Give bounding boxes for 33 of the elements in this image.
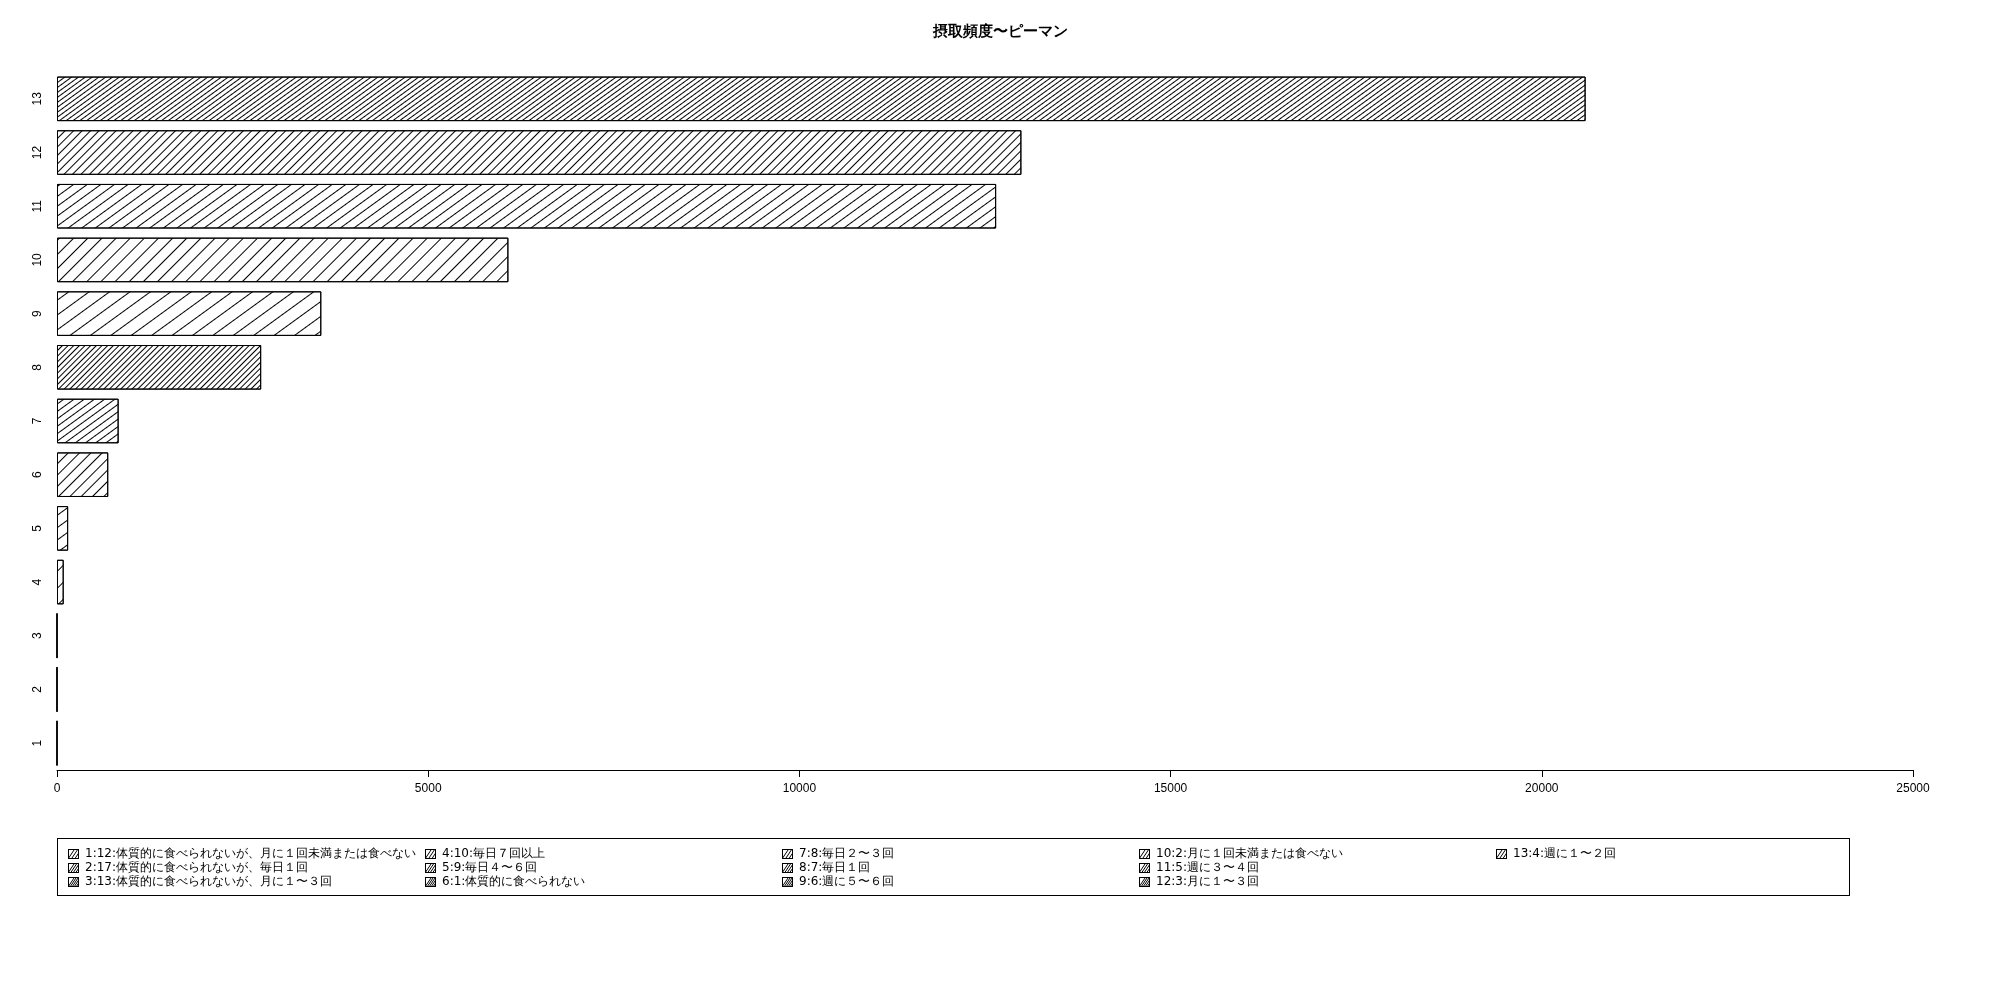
x-tick-label: 15000 [1153, 781, 1188, 795]
y-tick-label: 7 [30, 417, 44, 425]
y-tick-label: 9 [30, 309, 44, 317]
chart-title: 摂取頻度〜ピーマン [931, 22, 1068, 39]
text: 2:17:体質的に食べられないが、毎日１回 [85, 860, 308, 874]
y-tick-label: 8 [30, 363, 44, 371]
text: 12:3:月に１〜３回 [1156, 874, 1259, 888]
y-tick-label: 4 [30, 578, 44, 586]
x-tick-label: 20000 [1525, 781, 1559, 795]
y-tick-label: 10 [30, 252, 44, 267]
y-tick-label: 3 [30, 632, 44, 640]
text: 5:9:毎日４〜６回 [442, 860, 538, 874]
text: 8:7:毎日１回 [799, 860, 871, 874]
text: 4:10:毎日７回以上 [442, 846, 545, 860]
text: 13:4:週に１〜２回 [1513, 846, 1616, 860]
x-tick-label: 10000 [782, 781, 817, 795]
y-tick-label: 11 [30, 199, 44, 213]
y-tick-label: 12 [30, 145, 44, 160]
text: 10:2:月に１回未満または食べない [1156, 846, 1343, 860]
y-tick-label: 5 [30, 524, 44, 532]
y-tick-label: 2 [30, 685, 44, 693]
x-tick-label: 5000 [414, 781, 442, 795]
x-tick-label: 25000 [1896, 781, 1931, 795]
text: 6:1:体質的に食べられない [442, 874, 586, 888]
text: 9:6:週に５〜６回 [799, 874, 895, 888]
text: 11:5:週に３〜４回 [1156, 860, 1259, 874]
text: 7:8:毎日２〜３回 [799, 846, 895, 860]
y-tick-label: 6 [30, 471, 44, 479]
y-tick-label: 13 [30, 91, 44, 106]
text: 3:13:体質的に食べられないが、月に１〜３回 [85, 874, 332, 888]
y-tick-label: 1 [30, 739, 44, 747]
text: 1:12:体質的に食べられないが、月に１回未満または食べない [85, 846, 416, 860]
x-tick-label: 0 [53, 781, 61, 795]
